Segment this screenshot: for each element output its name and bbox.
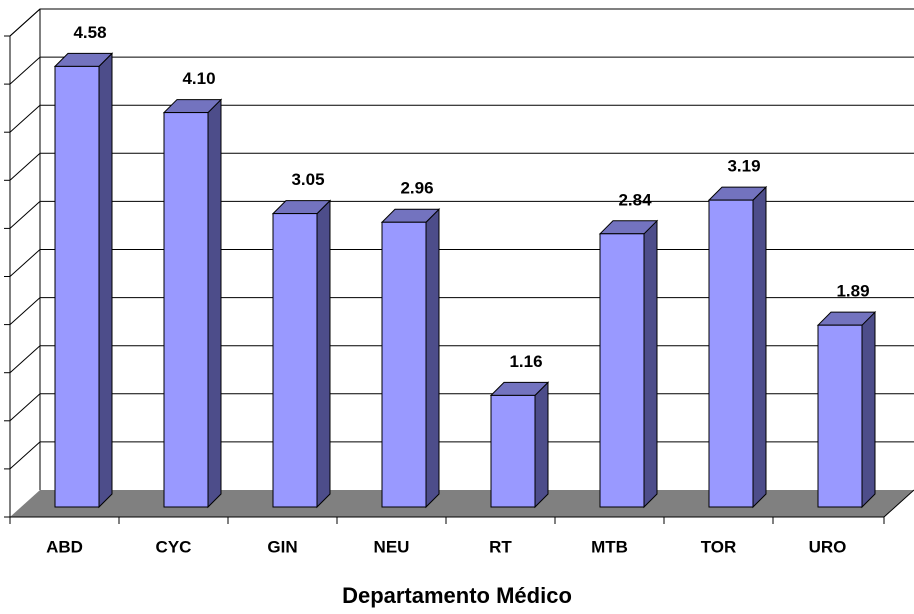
grid-line — [9, 56, 914, 85]
grid-line — [9, 8, 914, 37]
grid-line — [9, 297, 914, 325]
value-label: 4.10 — [182, 69, 215, 88]
bar-side — [643, 219, 658, 509]
x-tick-label: CYC — [156, 537, 192, 556]
x-tick-label: TOR — [701, 537, 737, 556]
grid-line — [9, 393, 914, 422]
bar-front — [381, 221, 427, 508]
value-label: 1.16 — [509, 352, 542, 371]
grid-line — [9, 200, 914, 229]
bar-front — [272, 213, 318, 508]
value-label: 1.89 — [836, 282, 869, 301]
bar — [380, 208, 441, 509]
bar — [489, 381, 550, 509]
floor-edge — [883, 489, 914, 518]
bar — [271, 199, 332, 509]
value-label: 3.05 — [291, 170, 324, 189]
bar-side — [425, 208, 440, 509]
value-label: 3.19 — [727, 157, 760, 176]
x-tick-label: GIN — [267, 537, 297, 556]
bar-front — [708, 199, 754, 508]
grid-line — [9, 345, 914, 374]
bar-front — [599, 233, 645, 508]
x-tick-label: NEU — [374, 537, 410, 556]
value-label: 2.84 — [618, 190, 652, 209]
bar — [53, 52, 114, 509]
grid-line — [9, 152, 914, 181]
bar — [598, 219, 659, 509]
bar-front — [817, 324, 863, 508]
grid-line — [9, 104, 914, 133]
x-tick-label: RT — [489, 537, 512, 556]
value-label: 2.96 — [400, 179, 433, 198]
bar-side — [316, 199, 331, 509]
bar-front — [163, 112, 209, 508]
x-tick-label: ABD — [46, 537, 83, 556]
x-tick-label: MTB — [591, 537, 628, 556]
x-axis-title: Departamento Médico — [342, 583, 572, 608]
floor — [10, 490, 914, 517]
value-label: 4.58 — [73, 23, 106, 42]
x-tick-label: URO — [809, 537, 847, 556]
bar-side — [861, 310, 876, 509]
bar-side — [207, 98, 222, 509]
bar-side — [98, 52, 113, 509]
grid-line — [9, 441, 914, 470]
bar-front — [490, 394, 536, 508]
grid-line — [9, 249, 914, 277]
bar-side — [752, 185, 767, 509]
bar — [707, 185, 768, 509]
bar — [816, 310, 877, 509]
bar-side — [534, 381, 549, 509]
bar-front — [54, 65, 100, 508]
bar — [162, 98, 223, 509]
